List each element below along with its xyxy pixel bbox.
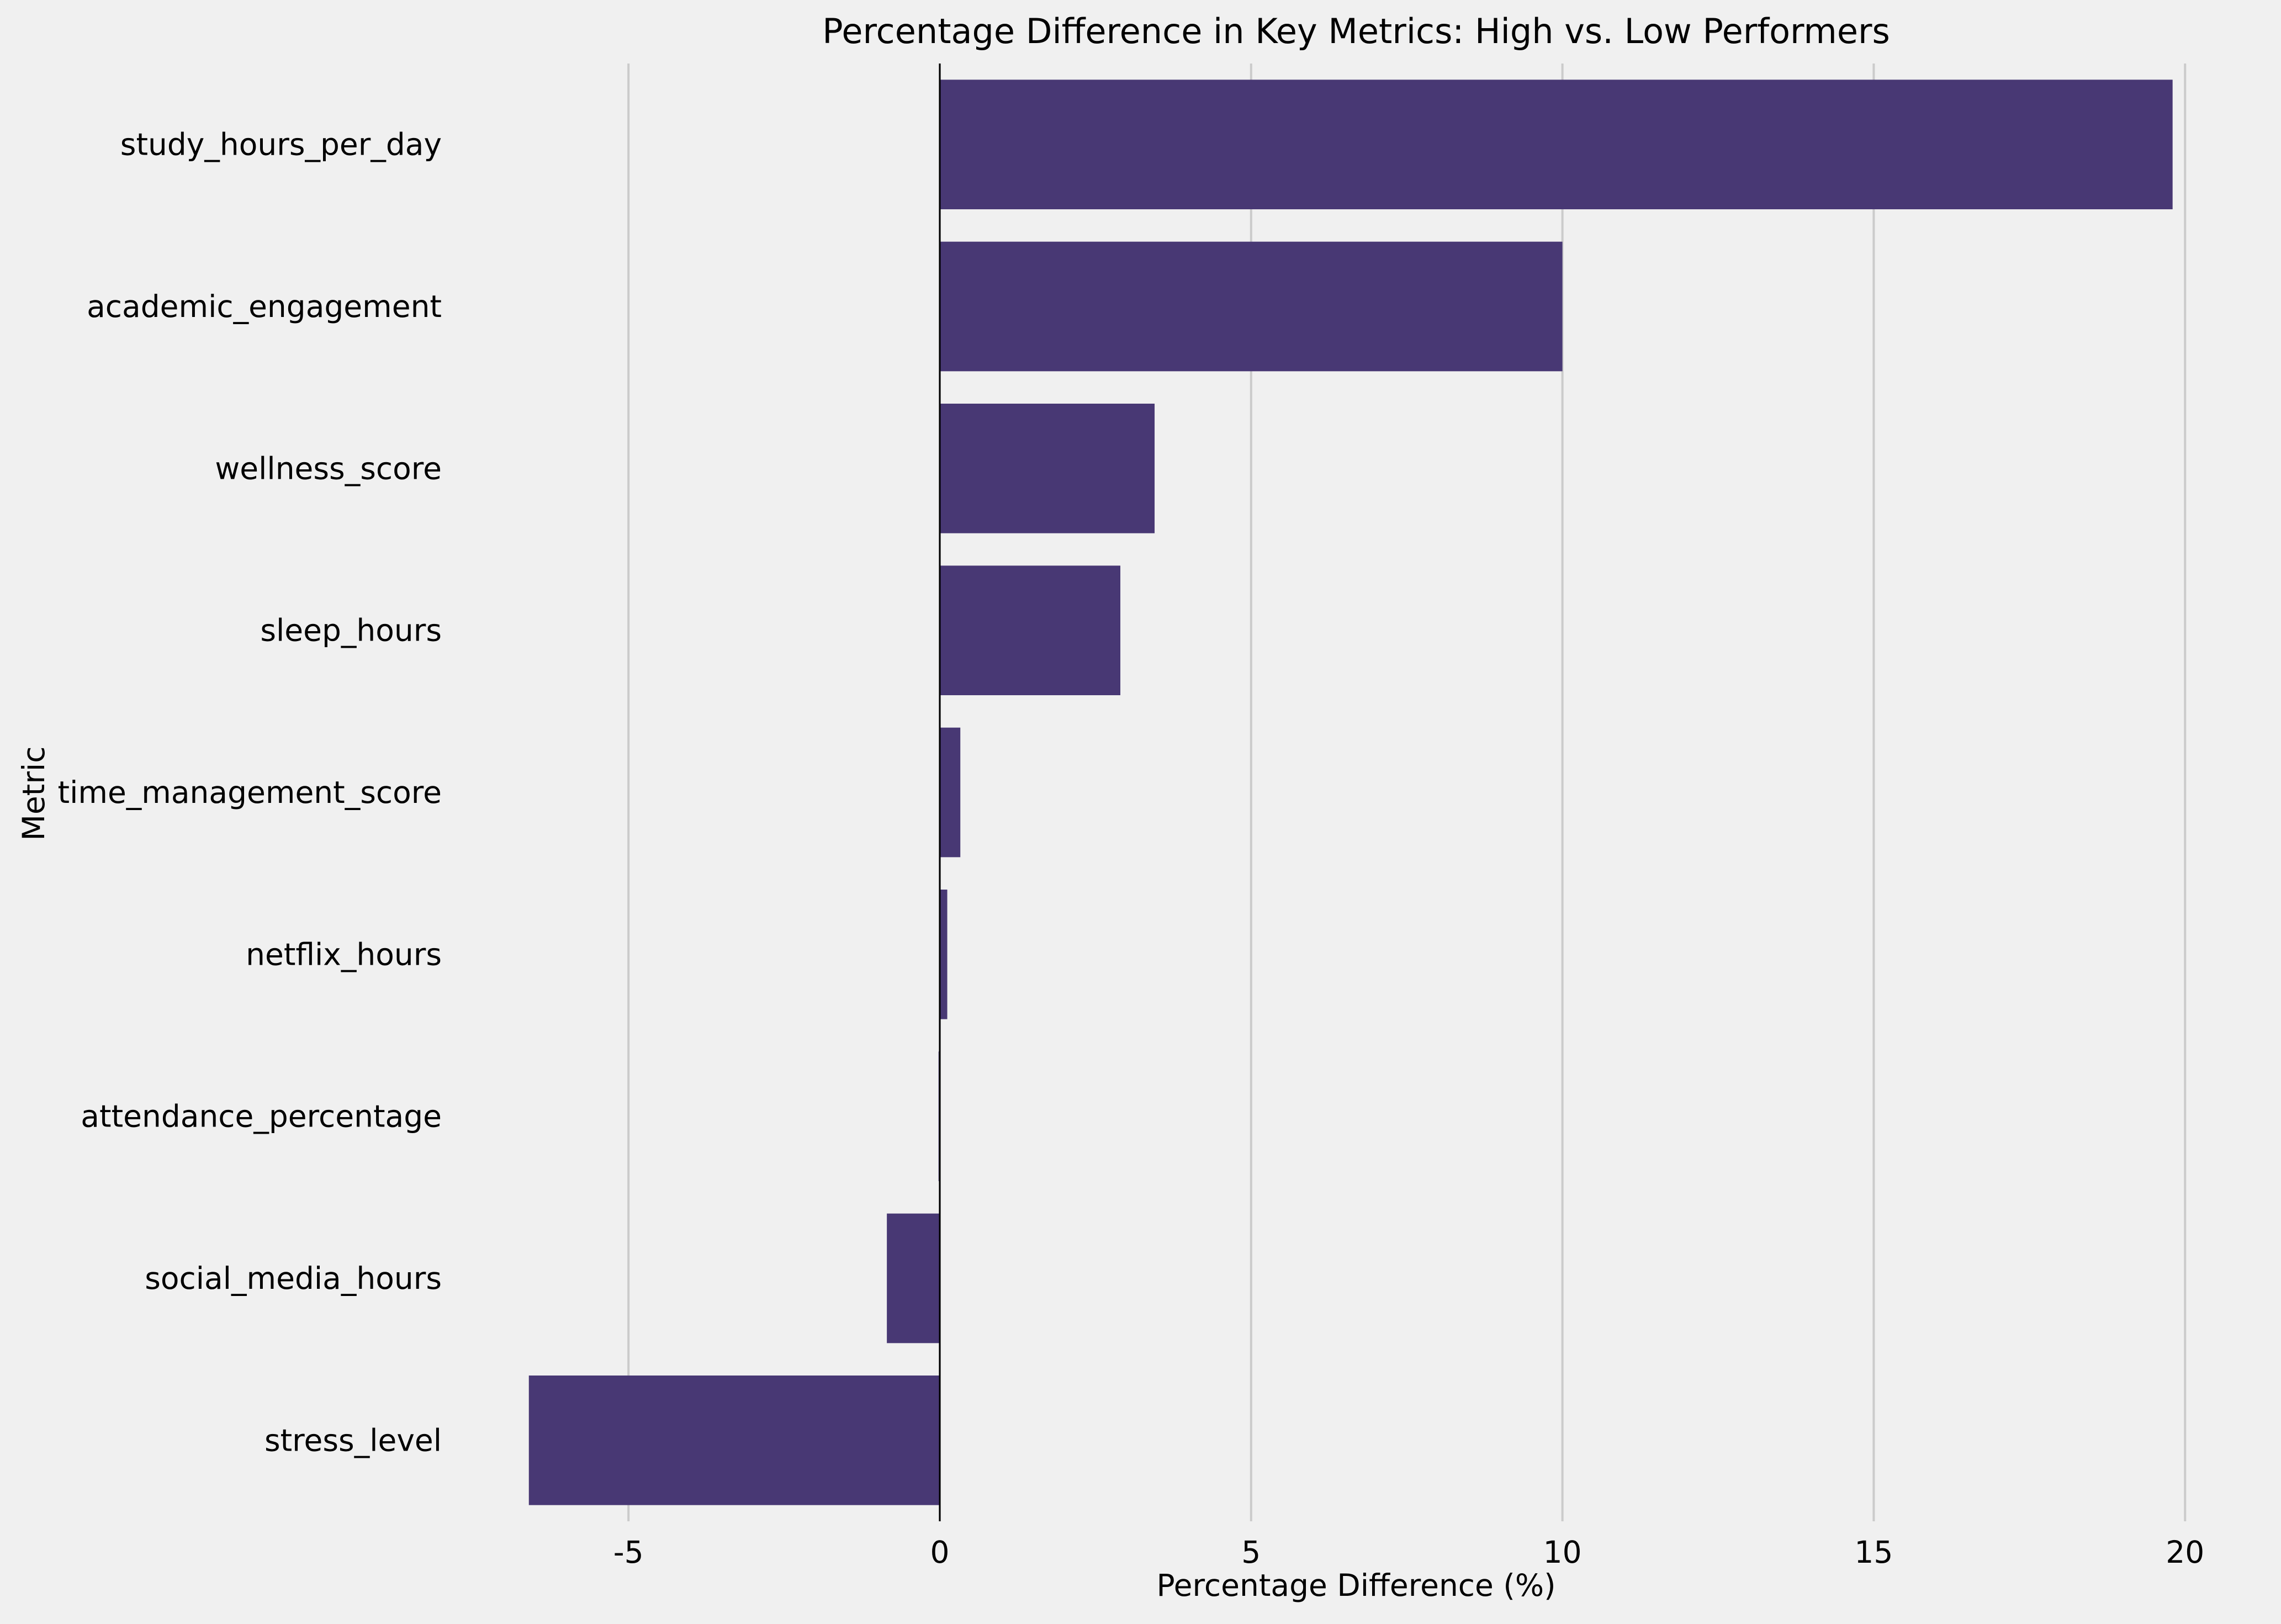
y-tick-label: wellness_score [215, 451, 442, 486]
category-labels: study_hours_per_day academic_engagementwe… [58, 127, 442, 1458]
bars [528, 80, 2173, 1505]
y-tick-label: stress_level [264, 1422, 442, 1458]
bar-study-hours-per-day [939, 80, 2173, 209]
bar-social-media-hours [887, 1213, 940, 1343]
x-tick-label: 20 [2166, 1535, 2204, 1570]
y-tick-label: academic_engagement [87, 289, 442, 324]
bar-sleep-hours [939, 565, 1121, 695]
x-tick-label: 15 [1854, 1535, 1893, 1570]
y-tick-label: netflix_hours [246, 937, 442, 972]
x-tick-labels: -5 0 5 10 15 20 [613, 1535, 2204, 1570]
y-tick-label: social_media_hours [145, 1261, 442, 1296]
x-tick-label: -5 [613, 1535, 644, 1570]
y-tick-label: time_management_score [58, 775, 442, 810]
bar-wellness-score [939, 404, 1155, 533]
x-tick-label: 10 [1543, 1535, 1582, 1570]
y-tick-label: sleep_hours [260, 613, 442, 648]
bar-netflix-hours [939, 890, 948, 1019]
x-tick-label: 5 [1241, 1535, 1261, 1570]
bar-academic-engagement [939, 241, 1563, 372]
bar-time-management-score [939, 727, 961, 858]
bar-stress-level [528, 1376, 940, 1505]
y-tick-label: attendance_percentage [81, 1099, 442, 1134]
y-axis-label: Metric [16, 747, 51, 841]
x-tick-label: 0 [930, 1535, 949, 1570]
chart-title: Percentage Difference in Key Metrics: Hi… [822, 11, 1890, 51]
x-axis-label: Percentage Difference (%) [1156, 1568, 1555, 1603]
y-tick-label: study_hours_per_day [120, 127, 442, 162]
